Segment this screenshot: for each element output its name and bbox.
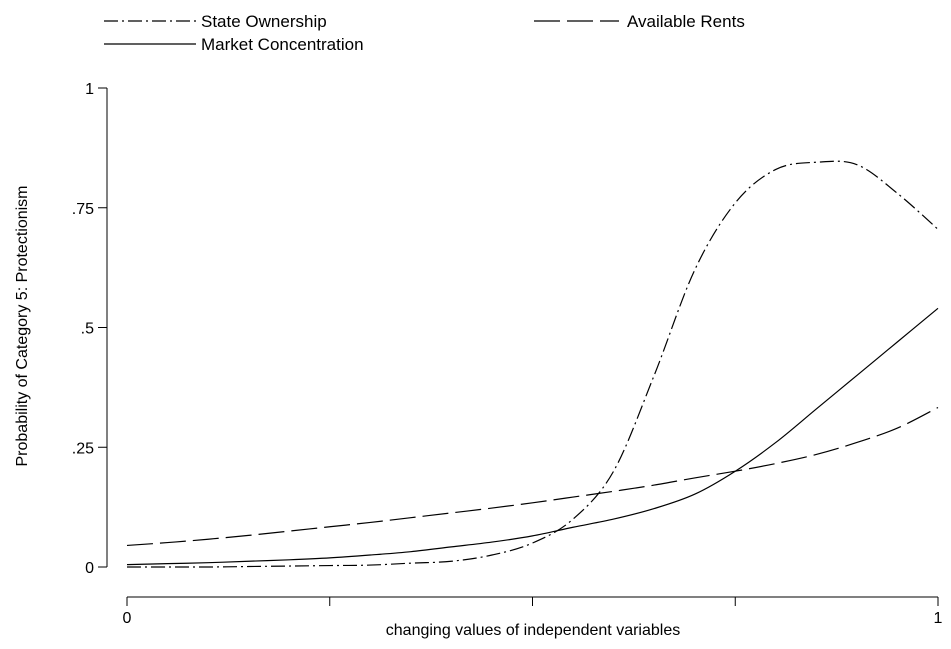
legend-label-available-rents: Available Rents	[627, 12, 745, 31]
y-tick-label: 0	[85, 560, 94, 577]
legend-label-state-ownership: State Ownership	[201, 12, 327, 31]
series-line-market-concentration	[126, 307, 939, 566]
y-tick-label: 1	[85, 81, 94, 98]
x-tick-label: 1	[934, 610, 943, 627]
x-axis-title: changing values of independent variables	[386, 622, 680, 639]
legend-label-market-concentration: Market Concentration	[201, 35, 364, 54]
x-tick-label: 0	[123, 610, 132, 627]
y-ticks: 0 .25 .5 .75 1	[72, 81, 107, 577]
legend-entry-market-concentration: Market Concentration	[104, 35, 364, 54]
series-line-available-rents	[126, 406, 939, 547]
legend-entry-state-ownership: State Ownership	[104, 12, 327, 31]
plot-area	[126, 160, 939, 568]
legend-entry-available-rents: Available Rents	[534, 12, 745, 31]
y-axis-title: Probability of Category 5: Protectionism	[14, 185, 31, 466]
y-tick-label: .5	[81, 321, 94, 338]
y-tick-label: .75	[72, 201, 94, 218]
series-line-state-ownership	[127, 160, 939, 568]
legend: State Ownership Available Rents Market C…	[104, 12, 745, 54]
y-tick-label: .25	[72, 440, 94, 457]
